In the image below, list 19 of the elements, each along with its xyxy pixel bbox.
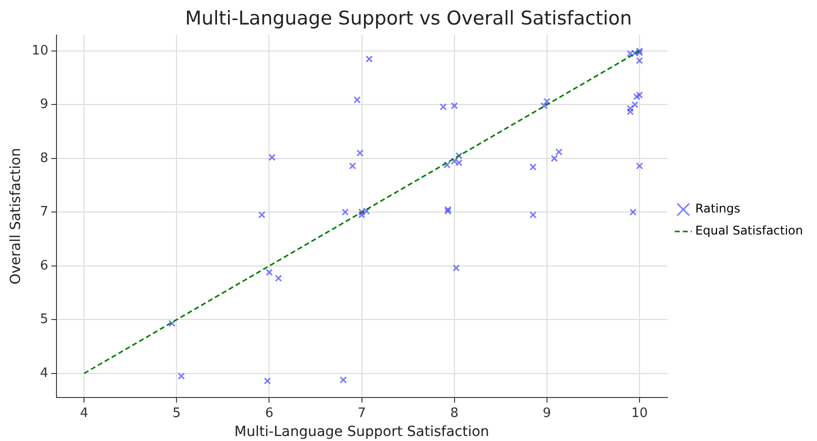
x-tick-label: 8 — [450, 406, 459, 421]
y-tick-label: 4 — [40, 366, 48, 381]
chart-title: Multi-Language Support vs Overall Satisfaction — [185, 7, 632, 30]
x-tick-label: 10 — [631, 406, 648, 421]
x-tick-label: 9 — [542, 406, 552, 421]
y-tick-label: 9 — [40, 97, 48, 112]
x-tick-label: 6 — [265, 406, 274, 421]
y-tick-label: 8 — [40, 150, 48, 166]
legend-label: Equal Satisfaction — [695, 224, 804, 238]
x-tick-label: 7 — [358, 406, 366, 421]
x-axis-title: Multi-Language Support Satisfaction — [234, 424, 490, 440]
x-tick-label: 5 — [172, 406, 181, 421]
y-tick-label: 5 — [40, 312, 48, 328]
y-tick-label: 6 — [40, 258, 48, 274]
y-tick-label: 10 — [32, 43, 48, 58]
legend-label: Ratings — [695, 202, 740, 216]
y-axis-title: Overall Satisfaction — [8, 148, 24, 285]
x-tick-label: 4 — [80, 406, 88, 421]
y-tick-label: 7 — [40, 204, 48, 220]
